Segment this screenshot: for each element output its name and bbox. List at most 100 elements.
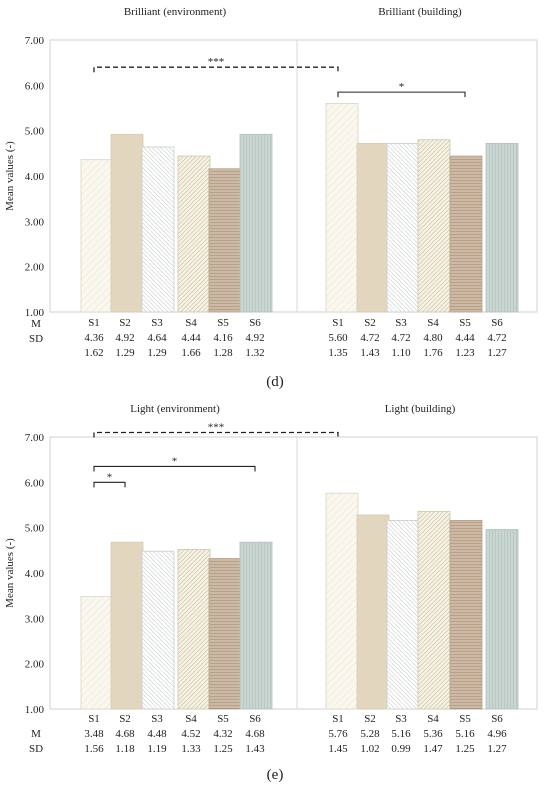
bar-s5 [449, 155, 483, 313]
x-tick-label: S6 [249, 317, 261, 329]
bar-s4 [417, 510, 451, 710]
x-tick-label: S6 [491, 317, 503, 329]
mean-value-label: 5.76 [328, 728, 348, 740]
mean-value-label: 4.52 [181, 728, 200, 740]
bar-s6 [485, 529, 519, 710]
x-tick-label: S3 [395, 317, 407, 329]
mean-value-label: 3.48 [84, 728, 104, 740]
bar-s3 [141, 550, 175, 710]
mean-value-label: 4.44 [455, 332, 475, 344]
y-tick-label: 4.00 [25, 568, 45, 580]
x-tick-label: S3 [151, 713, 163, 725]
row-label-mean: M [31, 728, 41, 740]
mean-value-label: 4.80 [423, 332, 443, 344]
sd-value-label: 1.62 [84, 347, 103, 359]
x-tick-label: S5 [217, 713, 229, 725]
mean-value-label: 4.68 [115, 728, 135, 740]
y-tick-label: 5.00 [25, 126, 45, 138]
sd-value-label: 1.56 [84, 743, 104, 755]
y-tick-label: 5.00 [25, 523, 45, 535]
mean-value-label: 4.36 [84, 332, 104, 344]
x-tick-label: S1 [88, 713, 100, 725]
y-tick-label: 3.00 [25, 613, 45, 625]
x-tick-label: S2 [119, 713, 131, 725]
sd-value-label: 1.18 [115, 743, 135, 755]
x-tick-label: S5 [217, 317, 229, 329]
x-tick-label: S6 [249, 713, 261, 725]
significance-bracket [93, 66, 339, 73]
bar-s6 [485, 142, 519, 313]
sd-value-label: 1.66 [181, 347, 201, 359]
y-tick-label: 4.00 [25, 171, 45, 183]
y-tick-label: 2.00 [25, 659, 45, 671]
mean-value-label: 4.92 [245, 332, 264, 344]
bar-s2 [110, 133, 144, 313]
mean-value-label: 4.64 [147, 332, 167, 344]
significance-bracket [337, 91, 466, 98]
sd-value-label: 1.27 [487, 743, 507, 755]
sd-value-label: 1.10 [391, 347, 411, 359]
sd-value-label: 1.43 [245, 743, 265, 755]
y-tick-label: 6.00 [25, 477, 45, 489]
significance-label: * [107, 471, 113, 483]
sd-value-label: 1.29 [147, 347, 167, 359]
sd-value-label: 1.29 [115, 347, 135, 359]
bar-s5 [208, 168, 242, 313]
bar-s5 [208, 558, 242, 710]
sd-value-label: 1.43 [360, 347, 380, 359]
significance-label: *** [208, 421, 225, 433]
mean-value-label: 5.16 [455, 728, 475, 740]
bar-s1 [325, 103, 359, 313]
plot-frame [49, 39, 538, 313]
group-title-0: Light (environment) [130, 403, 220, 415]
plot-frame [49, 436, 538, 710]
y-axis-label: Mean values (-) [4, 141, 16, 211]
x-tick-label: S1 [332, 317, 344, 329]
mean-value-label: 4.72 [391, 332, 410, 344]
bar-s6 [239, 541, 273, 710]
mean-value-label: 5.16 [391, 728, 411, 740]
group-title-1: Brilliant (building) [378, 6, 462, 18]
sd-value-label: 1.25 [213, 743, 233, 755]
x-tick-label: S2 [364, 713, 376, 725]
y-tick-label: 1.00 [25, 704, 45, 716]
significance-bracket [93, 465, 256, 472]
sd-value-label: 1.76 [423, 347, 443, 359]
sd-value-label: 1.35 [328, 347, 348, 359]
bar-s3 [141, 146, 175, 313]
x-tick-label: S6 [491, 713, 503, 725]
bar-s6 [239, 133, 273, 313]
x-tick-label: S5 [459, 713, 471, 725]
sd-value-label: 1.32 [245, 347, 264, 359]
mean-value-label: 4.72 [360, 332, 379, 344]
y-axis-label: Mean values (-) [4, 538, 16, 608]
sd-value-label: 1.28 [213, 347, 233, 359]
sd-value-label: 0.99 [391, 743, 411, 755]
x-tick-label: S4 [185, 317, 197, 329]
sd-value-label: 1.33 [181, 743, 201, 755]
group-title-0: Brilliant (environment) [124, 6, 227, 18]
significance-label: * [399, 81, 405, 93]
panel-label: (d) [266, 374, 284, 390]
bar-s2 [356, 514, 390, 710]
bar-s5 [449, 520, 483, 710]
bar-s4 [417, 139, 451, 313]
y-tick-label: 7.00 [25, 432, 45, 444]
chart-panel-e: Light (environment) Light (building) Mea… [4, 403, 538, 783]
sd-value-label: 1.19 [147, 743, 167, 755]
bar-s2 [110, 541, 144, 710]
bar-s4 [177, 549, 211, 710]
mean-value-label: 5.60 [328, 332, 348, 344]
bar-s1 [80, 596, 114, 710]
significance-bracket [93, 431, 339, 438]
bar-s2 [356, 142, 390, 313]
y-tick-label: 2.00 [25, 262, 45, 274]
mean-value-label: 4.48 [147, 728, 167, 740]
significance-label: * [172, 455, 178, 467]
sd-value-label: 1.23 [455, 347, 475, 359]
sd-value-label: 1.02 [360, 743, 379, 755]
row-label-sd: SD [29, 333, 43, 345]
mean-value-label: 5.36 [423, 728, 443, 740]
sd-value-label: 1.45 [328, 743, 348, 755]
